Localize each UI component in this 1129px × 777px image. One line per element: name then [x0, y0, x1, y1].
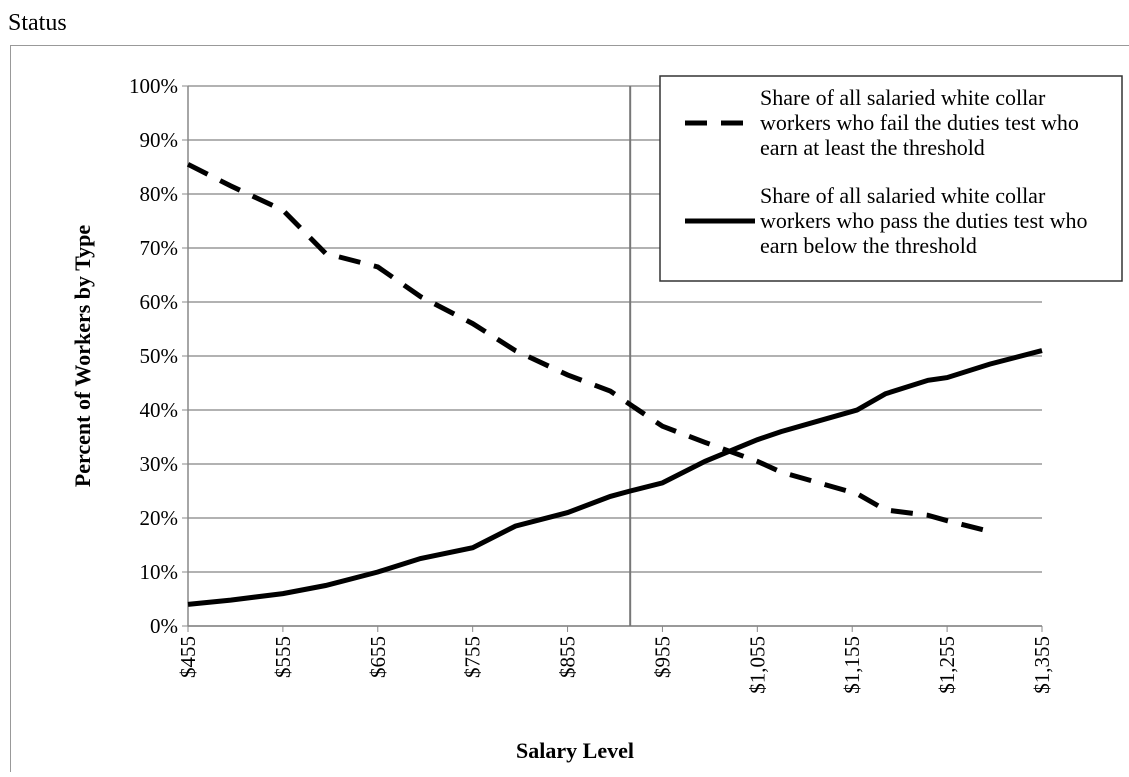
x-tick-label: $1,255	[935, 636, 959, 694]
x-tick-label: $1,055	[745, 636, 769, 694]
y-tick-label: 100%	[129, 74, 178, 98]
y-tick-label: 70%	[140, 236, 179, 260]
x-tick-label: $855	[556, 636, 580, 678]
y-tick-label: 80%	[140, 182, 179, 206]
x-tick-label: $555	[271, 636, 295, 678]
x-tick-label: $1,355	[1030, 636, 1054, 694]
y-tick-label: 20%	[140, 506, 179, 530]
y-axis-label: Percent of Workers by Type	[70, 225, 95, 488]
y-tick-label: 90%	[140, 128, 179, 152]
x-tick-label: $955	[650, 636, 674, 678]
y-tick-label: 50%	[140, 344, 179, 368]
y-tick-label: 0%	[150, 614, 178, 638]
x-tick-label: $655	[366, 636, 390, 678]
y-tick-label: 30%	[140, 452, 179, 476]
x-tick-label: $755	[461, 636, 485, 678]
x-axis-label: Salary Level	[516, 738, 634, 763]
chart-title: Status	[8, 10, 67, 36]
series-line	[188, 351, 1042, 605]
y-tick-label: 60%	[140, 290, 179, 314]
y-tick-label: 40%	[140, 398, 179, 422]
y-tick-label: 10%	[140, 560, 179, 584]
x-tick-label: $1,155	[840, 636, 864, 694]
x-tick-label: $455	[176, 636, 200, 678]
